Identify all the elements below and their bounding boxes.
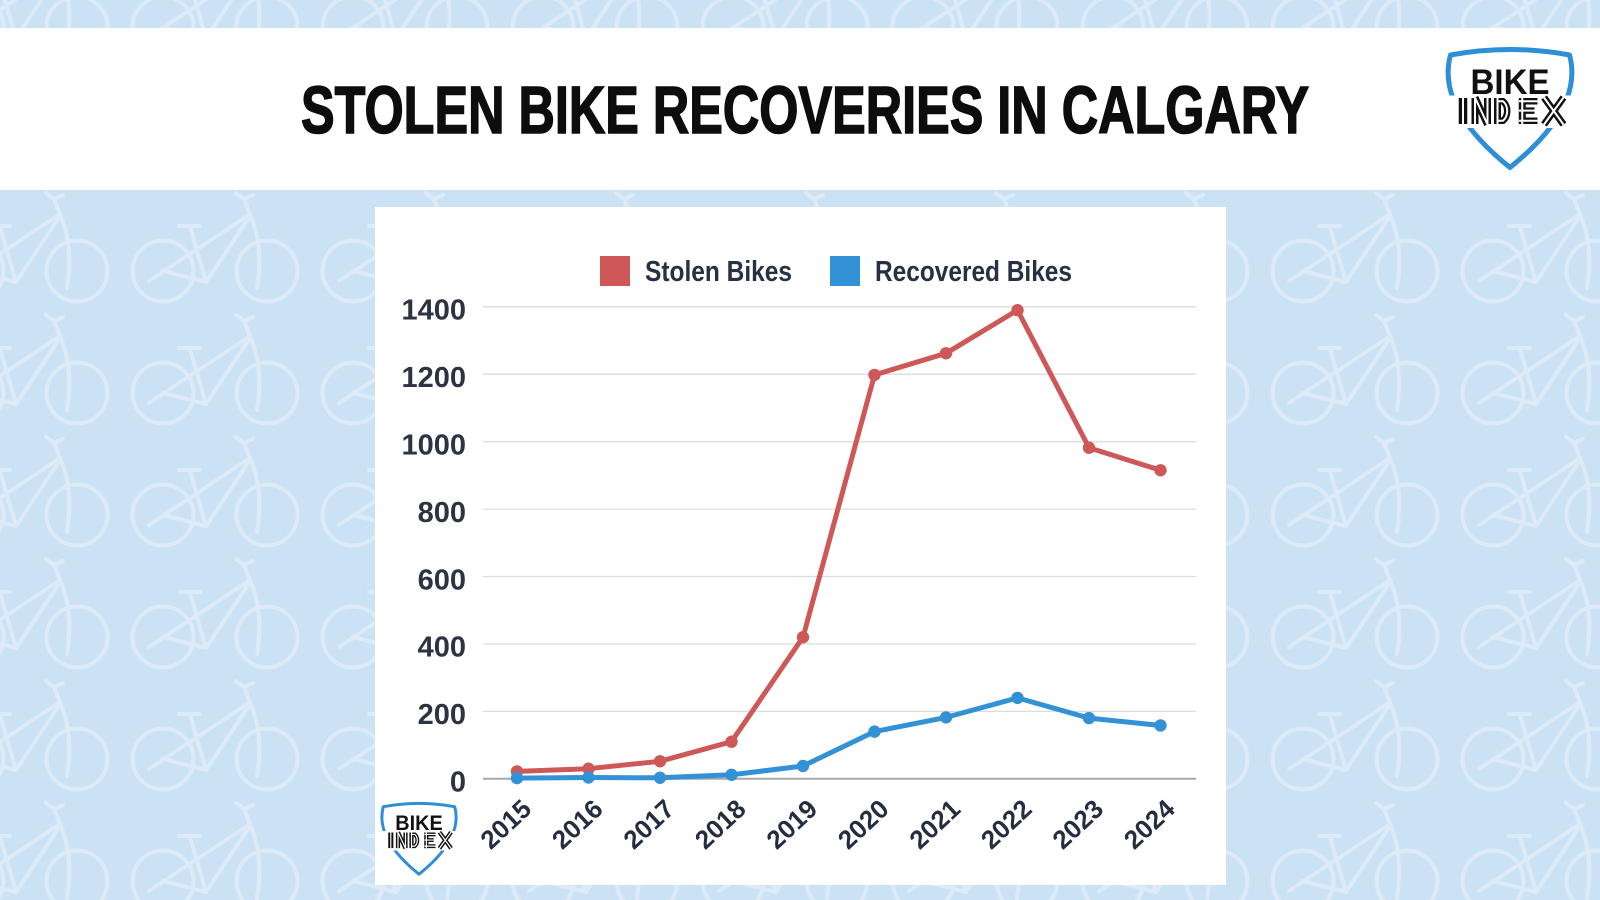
svg-text:800: 800	[418, 497, 466, 529]
svg-text:400: 400	[418, 632, 466, 664]
svg-text:1200: 1200	[401, 362, 466, 394]
svg-text:Recovered Bikes: Recovered Bikes	[875, 256, 1072, 288]
svg-text:1000: 1000	[401, 430, 466, 462]
svg-text:STOLEN BIKE RECOVERIES IN CALG: STOLEN BIKE RECOVERIES IN CALGARY	[301, 73, 1309, 148]
svg-text:Stolen Bikes: Stolen Bikes	[645, 256, 792, 288]
svg-text:600: 600	[418, 564, 466, 596]
svg-text:200: 200	[418, 699, 466, 731]
svg-text:0: 0	[450, 767, 466, 799]
svg-text:1400: 1400	[401, 295, 466, 327]
